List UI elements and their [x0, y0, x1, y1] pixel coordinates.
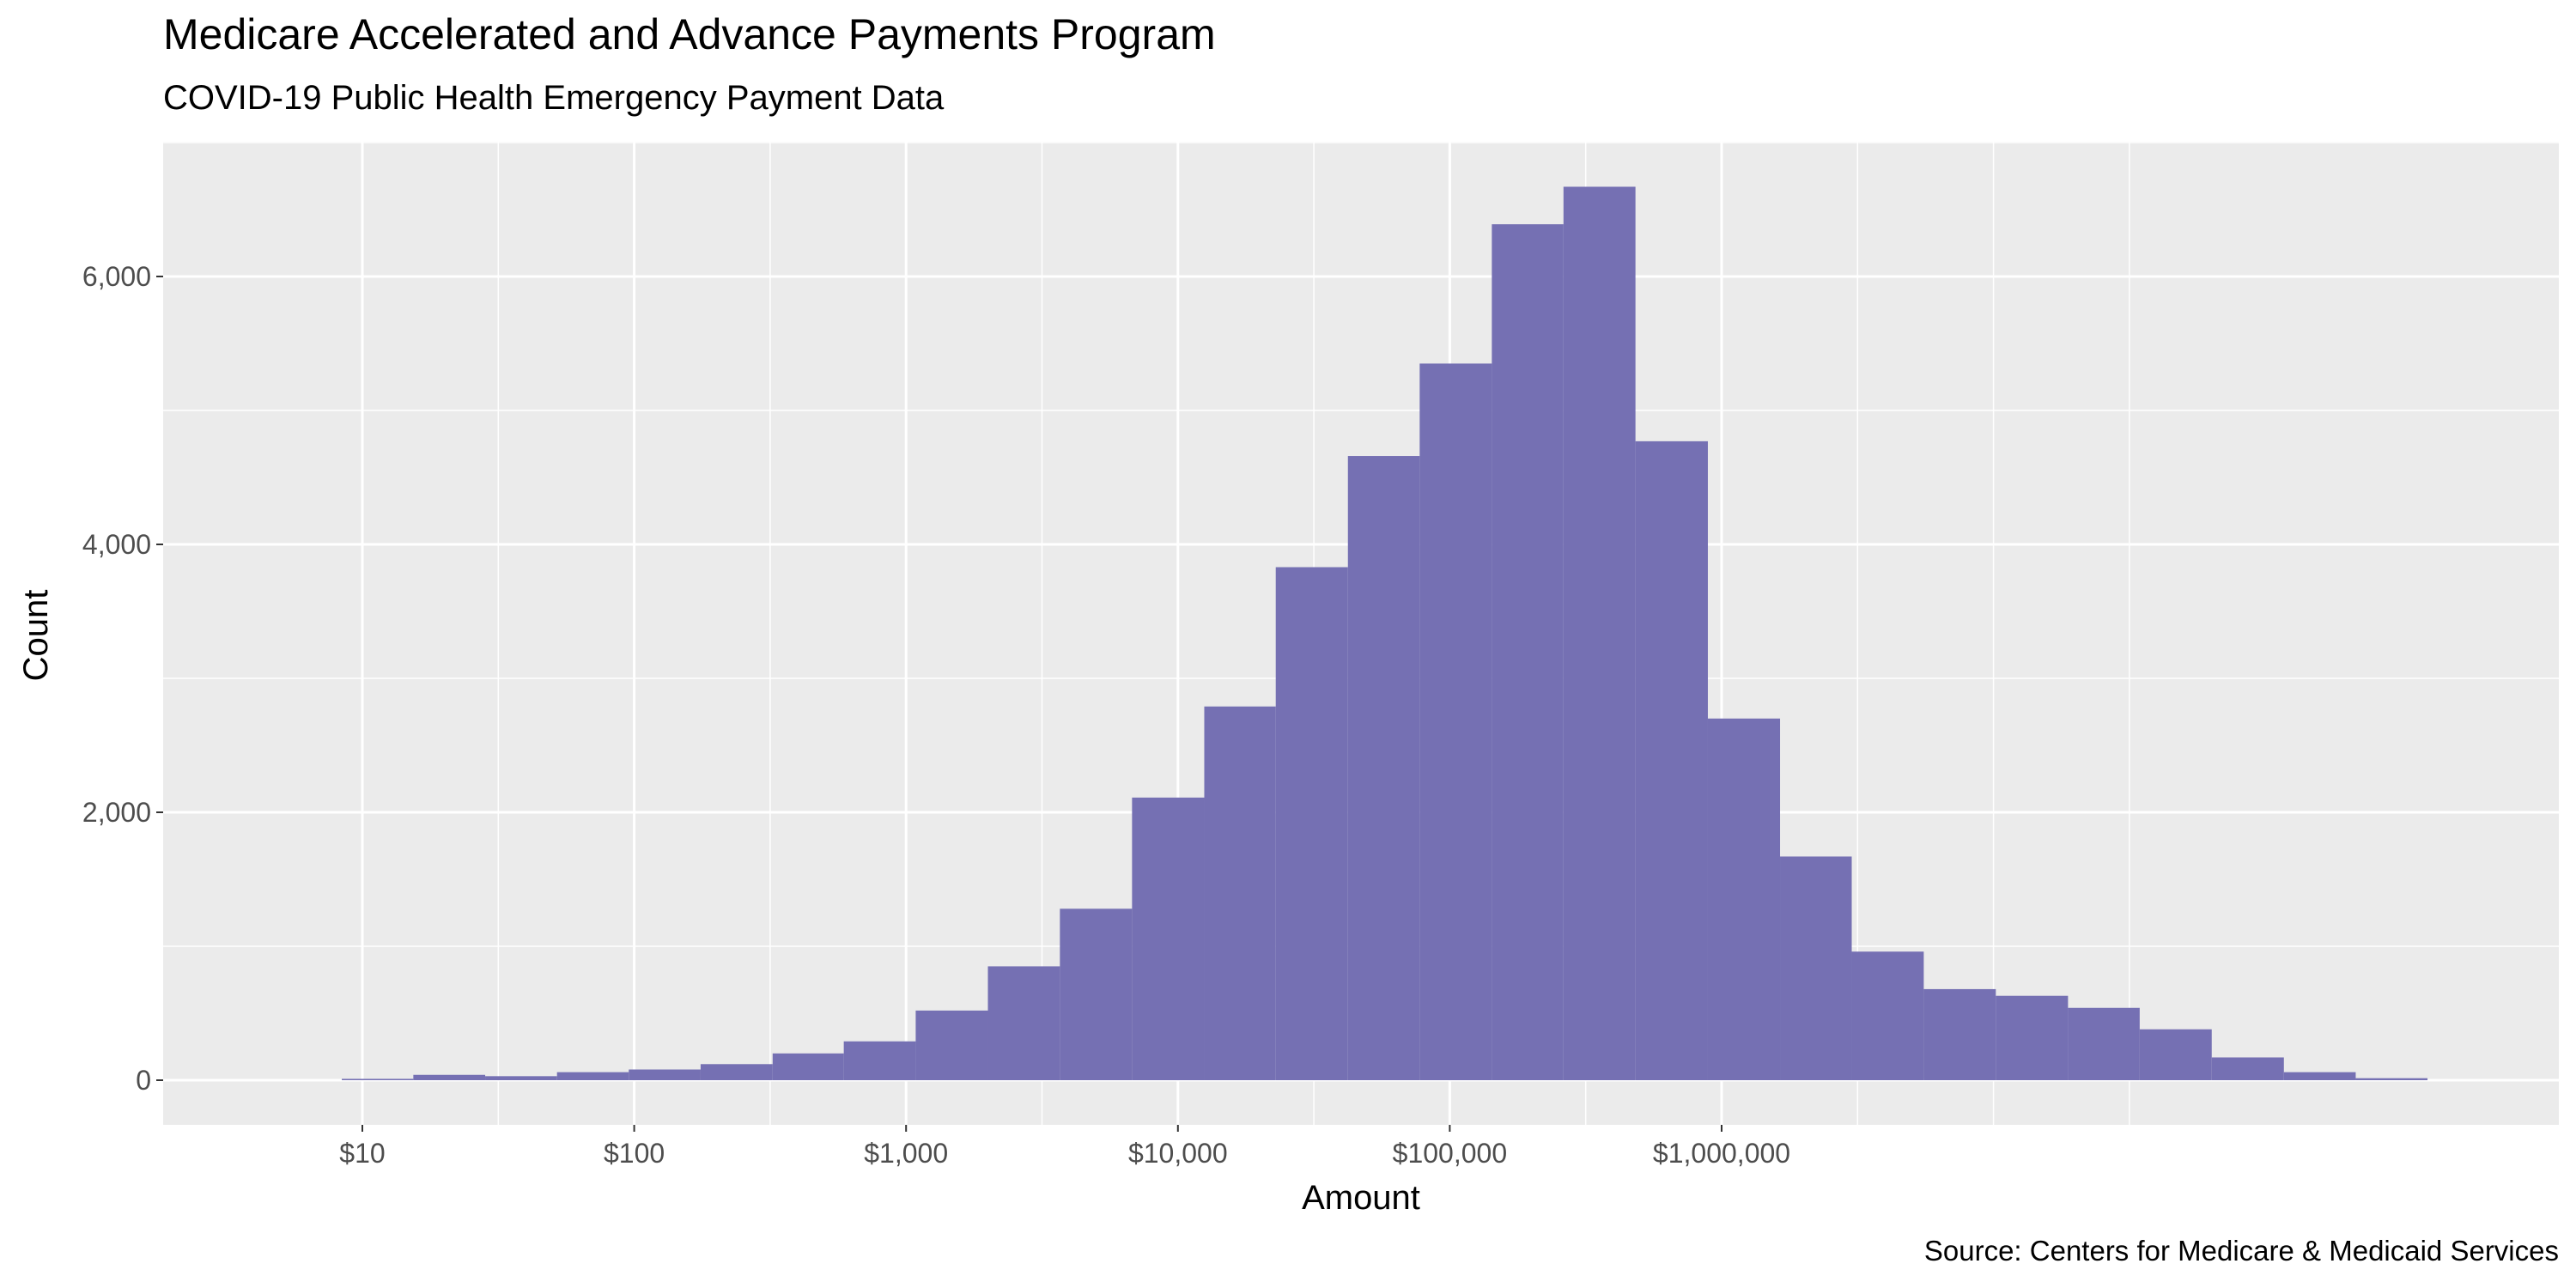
- histogram-bar: [1132, 797, 1205, 1080]
- histogram-bar: [1923, 988, 1996, 1080]
- histogram-bar: [2355, 1078, 2428, 1080]
- chart-subtitle: COVID-19 Public Health Emergency Payment…: [163, 79, 945, 117]
- histogram-bar: [2139, 1029, 2212, 1080]
- histogram-bars: [342, 186, 2428, 1081]
- histogram-bar: [1563, 186, 1636, 1081]
- histogram-bar: [1204, 706, 1276, 1080]
- histogram-bar: [1996, 995, 2069, 1080]
- histogram-bar: [915, 1010, 988, 1080]
- histogram-bar: [772, 1053, 844, 1080]
- histogram-bar: [1492, 224, 1564, 1080]
- histogram-bar: [1060, 908, 1133, 1080]
- x-axis: $10 $100 $1,000 $10,000 $100,000 $1,000,000: [339, 1125, 1790, 1169]
- y-tick-label: 0: [136, 1065, 151, 1096]
- histogram-bar: [485, 1076, 557, 1080]
- histogram-bar: [2068, 1007, 2140, 1080]
- histogram-bar: [629, 1069, 701, 1080]
- histogram-bar: [342, 1078, 414, 1080]
- histogram-bar: [1780, 856, 1852, 1080]
- histogram-bar: [1419, 363, 1492, 1080]
- y-tick-label: 2,000: [82, 797, 151, 828]
- x-tick-label: $1,000: [864, 1138, 948, 1169]
- histogram-bar: [2283, 1072, 2356, 1080]
- histogram-bar: [1851, 951, 1924, 1080]
- x-tick-label: $10,000: [1128, 1138, 1228, 1169]
- y-tick-label: 4,000: [82, 529, 151, 560]
- histogram-bar: [843, 1041, 916, 1080]
- histogram-bar: [1275, 567, 1348, 1080]
- histogram-bar: [1707, 718, 1781, 1080]
- histogram-bar: [556, 1072, 629, 1080]
- histogram-bar: [413, 1074, 486, 1080]
- histogram-bar: [1347, 456, 1420, 1080]
- histogram-bar: [2211, 1057, 2284, 1080]
- histogram-bar: [987, 966, 1060, 1080]
- y-axis: 0 2,000 4,000 6,000: [82, 261, 163, 1096]
- histogram-bar: [1635, 440, 1708, 1080]
- x-tick-label: $100: [604, 1138, 665, 1169]
- chart-caption: Source: Centers for Medicare & Medicaid …: [1924, 1235, 2559, 1267]
- x-tick-label: $10: [339, 1138, 385, 1169]
- y-axis-title: Count: [17, 590, 55, 682]
- y-tick-label: 6,000: [82, 261, 151, 292]
- x-axis-title: Amount: [1302, 1179, 1420, 1217]
- histogram-bar: [700, 1064, 773, 1080]
- chart-title: Medicare Accelerated and Advance Payment…: [163, 10, 1216, 58]
- x-tick-label: $1,000,000: [1653, 1138, 1790, 1169]
- x-tick-label: $100,000: [1393, 1138, 1507, 1169]
